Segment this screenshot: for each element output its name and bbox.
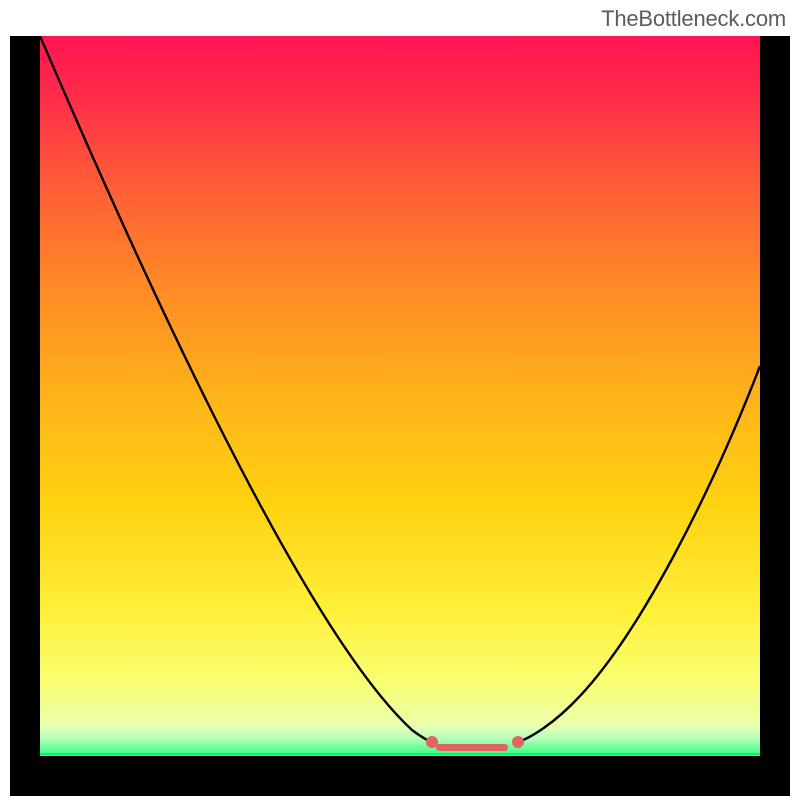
watermark-label: TheBottleneck.com [601,6,786,32]
chart-container: TheBottleneck.com [0,0,800,800]
v-curve [40,36,760,756]
bottleneck-dot-right [512,736,524,748]
plot-area [40,36,760,756]
bottleneck-dot-left [426,736,438,748]
plot-frame [10,36,790,796]
bottleneck-strip [436,744,508,751]
